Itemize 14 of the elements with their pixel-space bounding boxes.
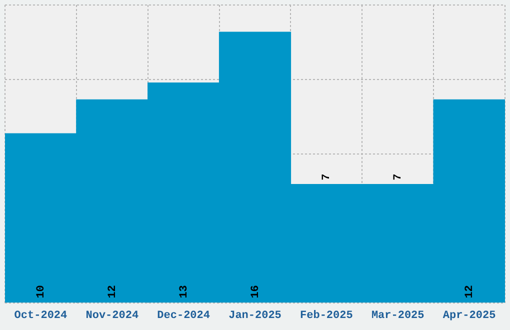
x-tick-label: Mar-2025: [371, 310, 425, 322]
data-label: 13: [178, 284, 190, 298]
data-label: 7: [321, 174, 334, 180]
x-tick-label: Apr-2025: [442, 310, 496, 322]
data-label: 12: [464, 285, 476, 298]
data-label: 10: [35, 285, 48, 298]
x-tick-label: Jan-2025: [228, 310, 282, 322]
x-tick-label: Nov-2024: [86, 310, 139, 322]
x-tick-label: Oct-2024: [14, 310, 68, 322]
x-tick-label: Dec-2024: [157, 310, 210, 322]
data-label: 16: [250, 285, 262, 298]
x-tick-label: Feb-2025: [300, 310, 354, 322]
data-label: 12: [106, 285, 119, 298]
data-label: 7: [392, 174, 405, 180]
